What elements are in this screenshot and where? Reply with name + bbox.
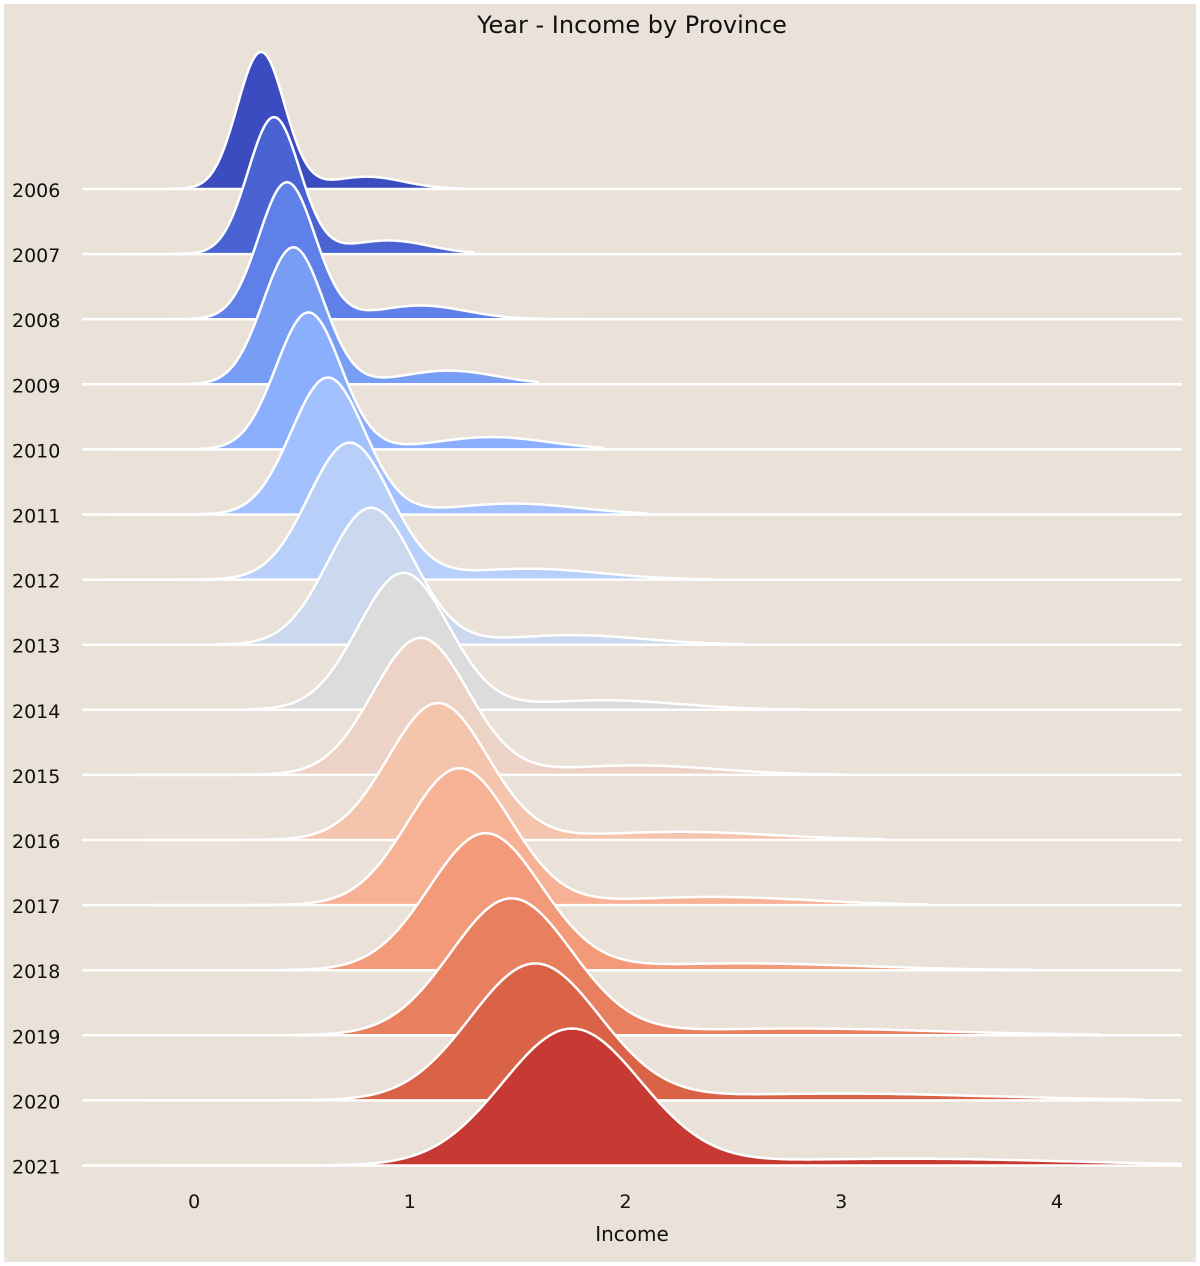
x-axis-label: Income bbox=[595, 1222, 669, 1246]
ridge-2014: 2014 bbox=[12, 571, 1182, 723]
ridge-area-2007 bbox=[118, 117, 475, 255]
ridge-2009: 2009 bbox=[12, 246, 1182, 397]
year-label-2014: 2014 bbox=[12, 701, 60, 723]
ridge-2017: 2017 bbox=[12, 766, 1182, 918]
ridge-2007: 2007 bbox=[12, 115, 1182, 267]
chart-title: Year - Income by Province bbox=[476, 11, 787, 39]
ridge-2015: 2015 bbox=[12, 636, 1182, 788]
year-label-2018: 2018 bbox=[12, 961, 60, 983]
ridge-area-2021 bbox=[157, 1028, 1183, 1166]
ridge-area-2014 bbox=[131, 572, 820, 710]
ridge-area-2015 bbox=[135, 637, 842, 775]
year-label-2007: 2007 bbox=[12, 245, 60, 267]
ridge-2018: 2018 bbox=[12, 831, 1182, 983]
year-label-2015: 2015 bbox=[12, 766, 60, 788]
ridge-2016: 2016 bbox=[12, 701, 1182, 853]
ridge-2019: 2019 bbox=[12, 897, 1182, 1048]
year-label-2013: 2013 bbox=[12, 636, 60, 658]
year-label-2009: 2009 bbox=[12, 375, 60, 397]
x-axis: 0 1 2 3 4 bbox=[188, 1191, 1063, 1213]
x-tick-2: 2 bbox=[619, 1191, 631, 1213]
x-tick-1: 1 bbox=[404, 1191, 416, 1213]
ridge-2010: 2010 bbox=[12, 311, 1182, 462]
year-label-2021: 2021 bbox=[12, 1157, 60, 1179]
year-label-2008: 2008 bbox=[12, 310, 60, 332]
ridges: 2006 2007 2008 2009 2010 2011 2012 2013 2014 2015… bbox=[12, 50, 1183, 1179]
ridge-area-2017 bbox=[148, 768, 928, 906]
year-label-2012: 2012 bbox=[12, 571, 60, 593]
year-label-2017: 2017 bbox=[12, 896, 60, 918]
ridge-area-2020 bbox=[146, 963, 1144, 1101]
ridge-2021: 2021 bbox=[12, 1027, 1183, 1179]
year-label-2010: 2010 bbox=[12, 440, 60, 462]
ridge-2008: 2008 bbox=[12, 180, 1182, 332]
ridge-2006: 2006 bbox=[12, 50, 1182, 202]
year-label-2006: 2006 bbox=[12, 180, 60, 202]
ridge-area-2016 bbox=[140, 703, 885, 840]
x-tick-3: 3 bbox=[835, 1191, 847, 1213]
ridgeline-chart: Year - Income by Province 20062007200820… bbox=[12, 11, 1183, 1246]
ridge-2012: 2012 bbox=[12, 441, 1182, 593]
x-tick-0: 0 bbox=[188, 1191, 200, 1213]
ridge-area-2009 bbox=[112, 247, 540, 385]
year-label-2019: 2019 bbox=[12, 1026, 60, 1048]
year-label-2011: 2011 bbox=[12, 506, 60, 528]
x-tick-4: 4 bbox=[1051, 1191, 1063, 1213]
year-label-2020: 2020 bbox=[12, 1091, 60, 1113]
year-label-2016: 2016 bbox=[12, 831, 60, 853]
ridge-2013: 2013 bbox=[12, 506, 1182, 658]
chart-frame: Year - Income by Province 2006 2007 2008 20… bbox=[4, 4, 1196, 1262]
ridge-2011: 2011 bbox=[12, 376, 1182, 528]
